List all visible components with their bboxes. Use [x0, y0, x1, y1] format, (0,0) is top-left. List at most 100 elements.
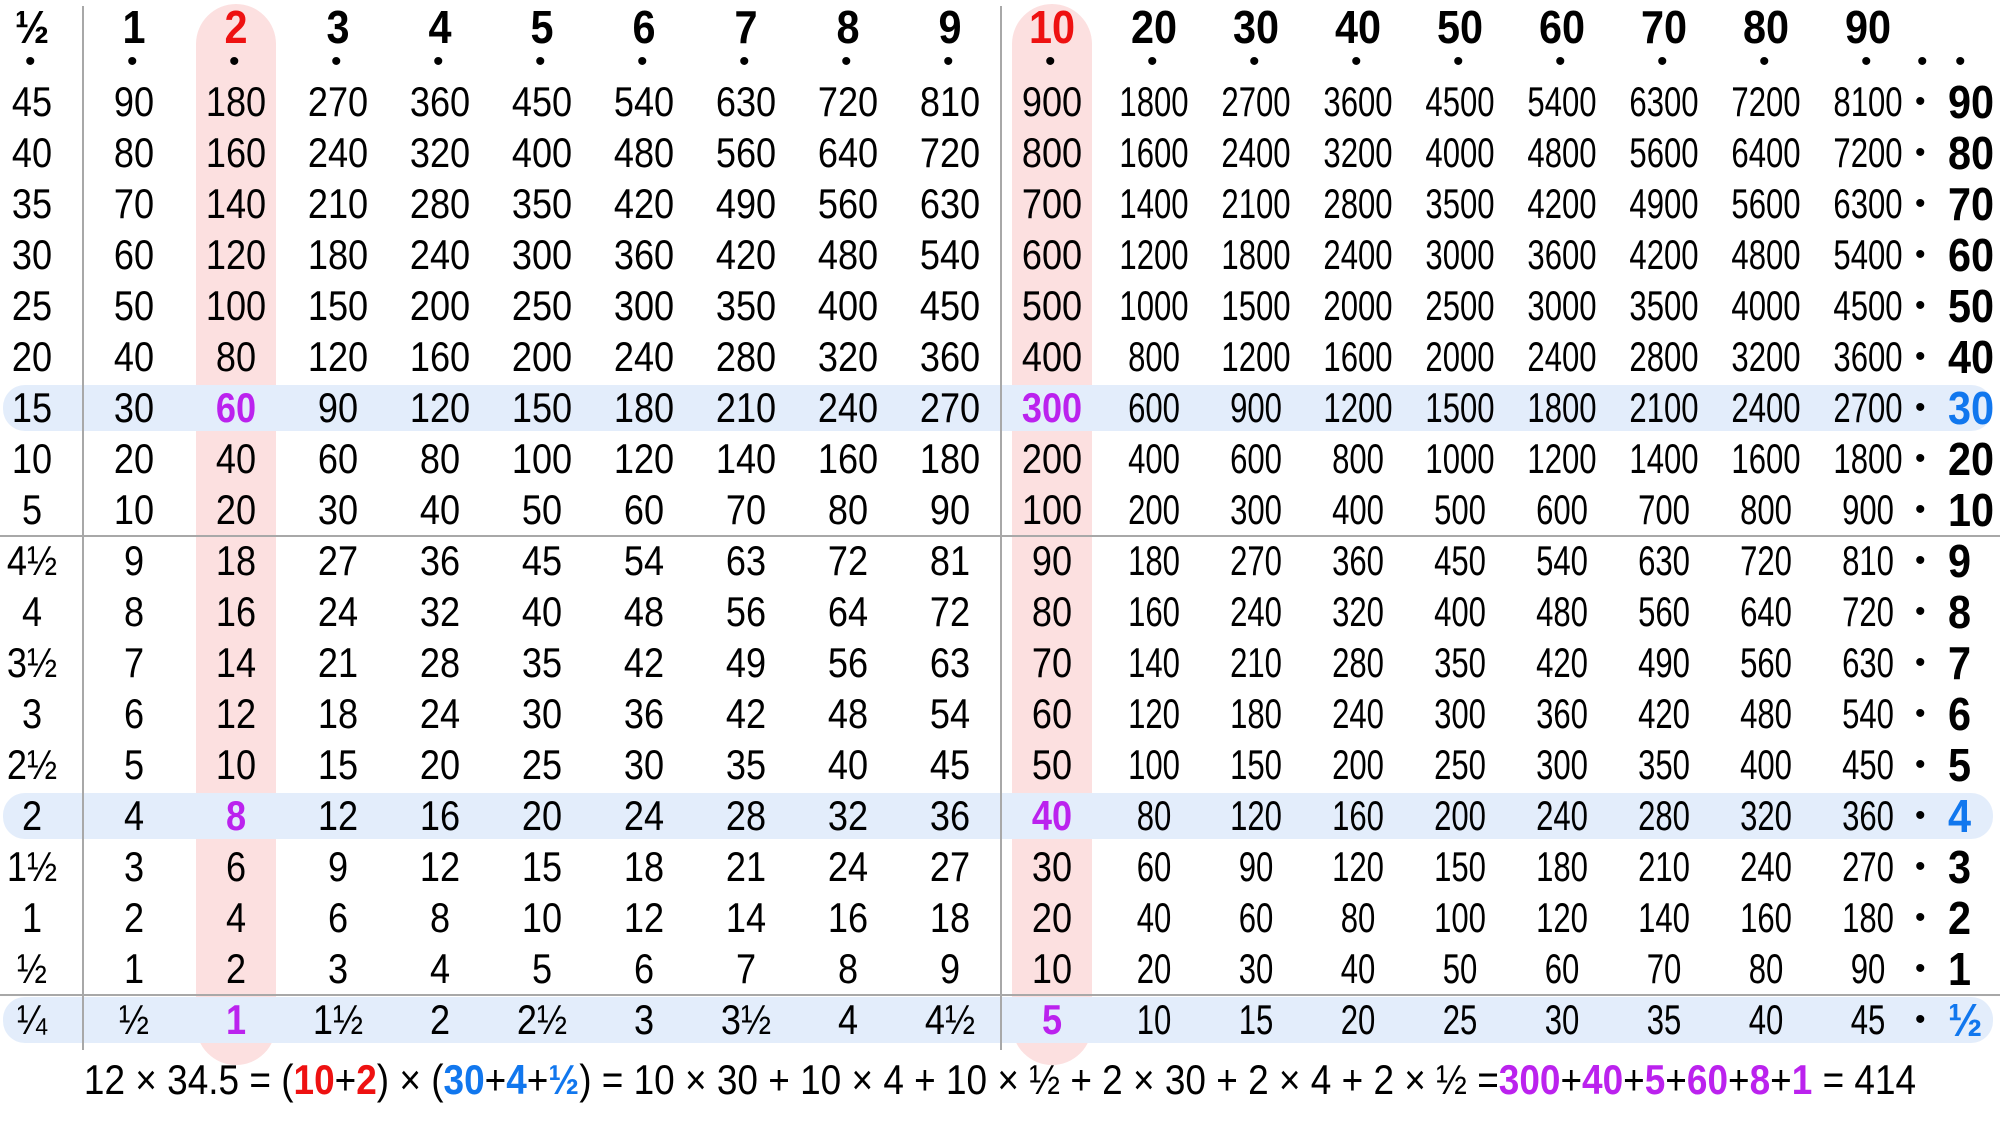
table-cell: 10 — [1031, 945, 1073, 992]
table-cell: 640 — [817, 129, 879, 176]
table-cell: 30 — [1238, 945, 1274, 992]
table-cell: 8 — [123, 588, 145, 635]
table-cell: 45 — [11, 78, 53, 125]
table-cell: 10 — [11, 435, 53, 482]
table-cell: 45 — [1850, 996, 1886, 1043]
table-cell: 12 — [419, 843, 461, 890]
column-header: 80 — [1742, 1, 1790, 53]
header-dot: • — [1249, 45, 1260, 78]
table-cell: 28 — [725, 792, 767, 839]
table-cell: 3200 — [1731, 333, 1801, 380]
column-header: 2 — [224, 1, 248, 53]
table-cell: 360 — [613, 231, 675, 278]
header-dot: • — [739, 45, 750, 78]
table-cell: 120 — [1128, 690, 1180, 737]
table-cell: 35 — [1646, 996, 1682, 1043]
table-cell: 6300 — [1833, 180, 1903, 227]
table-cell: 40 — [215, 435, 257, 482]
row-dot: • — [1915, 850, 1926, 883]
table-cell: 40 — [419, 486, 461, 533]
table-cell: 200 — [1434, 792, 1486, 839]
table-cell: 2800 — [1323, 180, 1393, 227]
table-cell: 450 — [1842, 741, 1894, 788]
table-cell: 40 — [1136, 894, 1172, 941]
table-cell: 4200 — [1629, 231, 1699, 278]
table-cell: 1 — [21, 894, 43, 941]
table-cell: 180 — [1128, 537, 1180, 584]
table-cell: 630 — [715, 78, 777, 125]
table-cell: 2400 — [1731, 384, 1801, 431]
table-cell: 540 — [1842, 690, 1894, 737]
table-cell: 6 — [633, 945, 655, 992]
table-cell: 2000 — [1323, 282, 1393, 329]
table-cell: 2800 — [1629, 333, 1699, 380]
table-cell: 180 — [919, 435, 981, 482]
table-cell: 4½ — [6, 537, 58, 584]
table-cell: 1800 — [1527, 384, 1597, 431]
table-cell: 4 — [837, 996, 859, 1043]
table-cell: 800 — [1128, 333, 1180, 380]
table-cell: 2700 — [1221, 78, 1291, 125]
row-label: 20 — [1948, 433, 1995, 485]
table-cell: 9 — [123, 537, 145, 584]
table-cell: 600 — [1230, 435, 1282, 482]
table-cell: 1400 — [1119, 180, 1189, 227]
row-dot: • — [1915, 901, 1926, 934]
table-cell: 1600 — [1119, 129, 1189, 176]
table-cell: 480 — [817, 231, 879, 278]
table-cell: 15 — [521, 843, 563, 890]
row-dot: • — [1915, 442, 1926, 475]
table-cell: 20 — [1136, 945, 1172, 992]
table-cell: 180 — [613, 384, 675, 431]
table-cell: 240 — [1332, 690, 1384, 737]
formula-segment: + — [1728, 1056, 1750, 1103]
table-cell: 50 — [521, 486, 563, 533]
table-cell: 45 — [929, 741, 971, 788]
table-cell: 810 — [1842, 537, 1894, 584]
table-cell: 300 — [1021, 384, 1083, 431]
table-cell: 600 — [1021, 231, 1083, 278]
table-cell: 4 — [123, 792, 145, 839]
table-cell: 1 — [225, 996, 247, 1043]
table-cell: 180 — [1536, 843, 1588, 890]
table-cell: 15 — [317, 741, 359, 788]
table-cell: 6300 — [1629, 78, 1699, 125]
header-dot: • — [1917, 45, 1928, 78]
header-dot: • — [1955, 45, 1966, 78]
table-cell: 9 — [939, 945, 961, 992]
formula-segment: 10 — [293, 1056, 335, 1103]
table-cell: 70 — [1646, 945, 1682, 992]
table-cell: 120 — [205, 231, 267, 278]
table-cell: 15 — [11, 384, 53, 431]
table-cell: 560 — [1740, 639, 1792, 686]
table-cell: 630 — [919, 180, 981, 227]
table-cell: 180 — [205, 78, 267, 125]
table-cell: 7200 — [1731, 78, 1801, 125]
table-cell: 70 — [1031, 639, 1073, 686]
table-cell: 500 — [1434, 486, 1486, 533]
table-cell: 3 — [327, 945, 349, 992]
table-cell: 10 — [1136, 996, 1172, 1043]
table-cell: 400 — [1021, 333, 1083, 380]
table-cell: 50 — [1442, 945, 1478, 992]
table-cell: 320 — [817, 333, 879, 380]
table-cell: 90 — [1850, 945, 1886, 992]
table-cell: 40 — [521, 588, 563, 635]
table-cell: 270 — [1842, 843, 1894, 890]
row-dot: • — [1915, 493, 1926, 526]
table-cell: 500 — [1021, 282, 1083, 329]
table-cell: 1500 — [1425, 384, 1495, 431]
formula-segment: 40 — [1582, 1056, 1624, 1103]
table-cell: 120 — [613, 435, 675, 482]
table-cell: 60 — [215, 384, 257, 431]
table-cell: 320 — [1332, 588, 1384, 635]
table-cell: 360 — [1536, 690, 1588, 737]
table-cell: 240 — [1230, 588, 1282, 635]
formula-segment: 5 — [1644, 1056, 1666, 1103]
table-cell: 320 — [409, 129, 471, 176]
table-cell: 270 — [919, 384, 981, 431]
table-cell: 70 — [725, 486, 767, 533]
table-cell: 25 — [1442, 996, 1478, 1043]
table-cell: 200 — [409, 282, 471, 329]
table-cell: 480 — [613, 129, 675, 176]
